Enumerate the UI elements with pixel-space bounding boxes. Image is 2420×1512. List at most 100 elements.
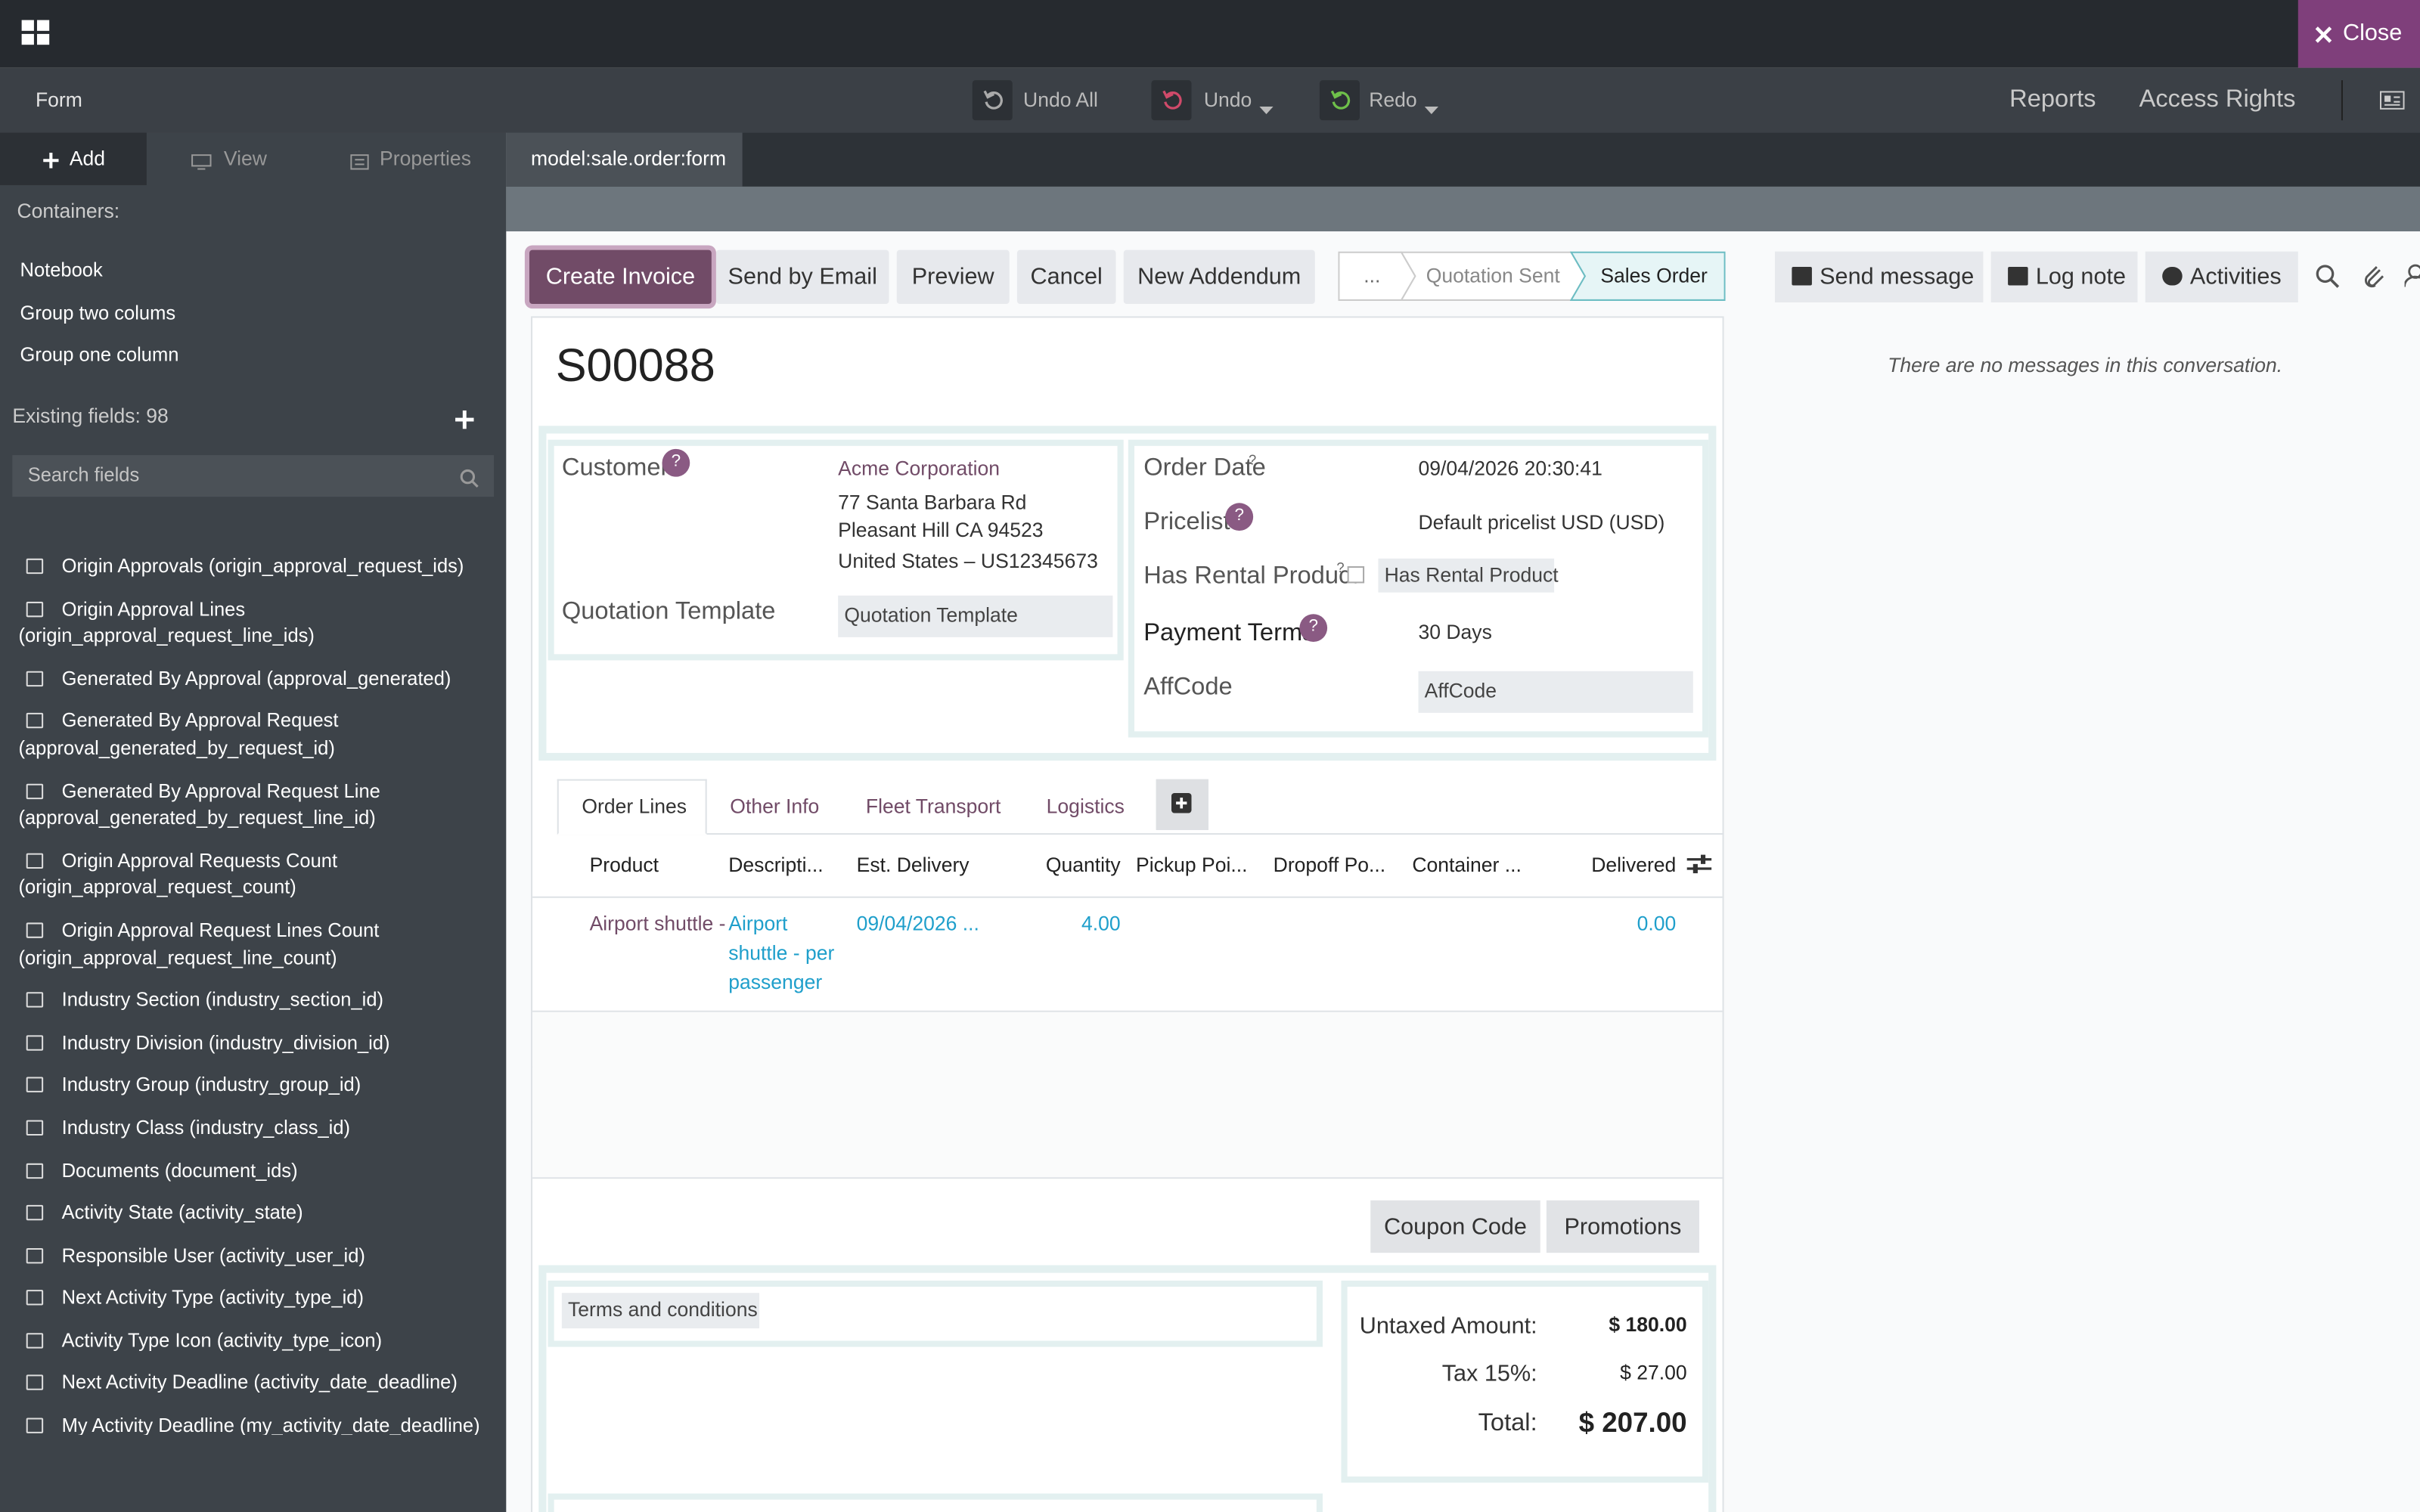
field-item[interactable]: Next Activity Type (activity_type_id) [0, 1278, 482, 1320]
action-label[interactable]: Send by Email [728, 262, 877, 290]
redo-button[interactable]: Redo [1369, 88, 1417, 111]
redo-icon-box[interactable] [1319, 80, 1360, 121]
notebook-tab[interactable]: Order Lines [582, 794, 687, 818]
checkbox[interactable] [1347, 565, 1365, 584]
help-mark[interactable]: ? [1308, 617, 1318, 637]
action-label[interactable]: New Addendum [1137, 262, 1302, 290]
input-placeholder[interactable]: Quotation Template [844, 603, 1018, 627]
field-item[interactable]: Industry Section (industry_section_id) [0, 980, 482, 1022]
search-placeholder[interactable]: Search fields [27, 464, 140, 487]
notebook-tab[interactable]: Logistics [1046, 794, 1125, 818]
action-button[interactable] [715, 249, 889, 305]
close-label[interactable]: Close [2342, 19, 2403, 46]
line-button[interactable] [1546, 1200, 1699, 1253]
sidebar-tab[interactable]: Add [69, 146, 106, 170]
field-item[interactable]: Origin Approval Request Lines Count (ori… [18, 919, 380, 968]
editor-tab-label[interactable]: model:sale.order:form [531, 146, 727, 170]
customer-link[interactable]: Acme Corporation [838, 456, 1001, 480]
field-item[interactable]: Activity State (activity_state) [0, 1193, 482, 1235]
input[interactable] [838, 595, 1113, 637]
undo_all-icon-box[interactable] [972, 80, 1013, 121]
action-label[interactable]: Cancel [1030, 262, 1103, 290]
chatter-button-label[interactable]: Activities [2189, 262, 2282, 290]
help-icon[interactable]: ? [1225, 503, 1254, 531]
editor-tab[interactable] [506, 132, 743, 187]
sidebar-tab[interactable]: View [223, 146, 267, 170]
field-item[interactable]: Next Activity Deadline (activity_date_de… [0, 1363, 482, 1405]
field-item[interactable]: Responsible User (activity_user_id) [0, 1235, 482, 1278]
access-rights-link[interactable]: Access Rights [2139, 85, 2296, 113]
field-item[interactable]: Generated By Approval (approval_generate… [0, 658, 482, 701]
field-item[interactable]: Generated By Approval Request (approval_… [18, 710, 339, 760]
action-label[interactable]: Create Invoice [545, 262, 696, 290]
input[interactable] [561, 1293, 760, 1329]
field-item[interactable]: Origin Approval Requests Count (origin_a… [18, 849, 338, 899]
field-item[interactable]: Documents (document_ids) [0, 1150, 482, 1192]
line-button-label[interactable]: Coupon Code [1384, 1213, 1527, 1240]
help-mark[interactable]: ? [1234, 506, 1245, 525]
undo-button[interactable]: Undo [1203, 88, 1252, 111]
status-step[interactable]: ... [1364, 263, 1381, 287]
column-header[interactable]: Pickup Poi... [1136, 853, 1248, 876]
field-label: Has Rental Product [1143, 562, 1358, 590]
cell[interactable]: Airport shuttle - [589, 911, 726, 935]
status-step-active[interactable]: Sales Order [1600, 263, 1708, 287]
notebook-tab[interactable]: Fleet Transport [865, 794, 1001, 818]
field-value[interactable]: Default pricelist USD (USD) [1418, 510, 1665, 534]
action-button[interactable] [1016, 249, 1116, 305]
sidebar-tab-active[interactable] [0, 132, 147, 185]
line-button[interactable] [1370, 1200, 1540, 1253]
container-item[interactable]: Notebook [20, 259, 103, 281]
input-placeholder[interactable]: Has Rental Product [1384, 562, 1559, 587]
cell[interactable]: 09/04/2026 ... [856, 911, 979, 935]
column-header[interactable]: Est. Delivery [856, 853, 970, 876]
column-header[interactable]: Delivered [1591, 853, 1677, 876]
help-icon[interactable]: ? [1299, 614, 1328, 642]
status-step[interactable]: Quotation Sent [1426, 263, 1560, 287]
field-item[interactable]: Activity Type Icon (activity_type_icon) [0, 1321, 482, 1363]
field-value[interactable]: 09/04/2026 20:30:41 [1418, 456, 1602, 480]
search-icon [460, 467, 479, 488]
action-button[interactable] [1123, 249, 1315, 305]
field-item[interactable]: Generated By Approval Request Line (appr… [18, 779, 380, 829]
column-header[interactable]: Container ... [1412, 853, 1522, 876]
help-mark[interactable]: ? [671, 452, 681, 472]
cell[interactable]: Airport shuttle - per passenger [728, 912, 835, 994]
cell[interactable]: 4.00 [1081, 911, 1121, 935]
action-button[interactable] [896, 249, 1010, 305]
field-item[interactable]: My Activity Deadline (my_activity_date_d… [0, 1405, 482, 1435]
notebook-tab-active[interactable] [557, 779, 707, 835]
action-label[interactable]: Preview [911, 262, 994, 290]
line-button-label[interactable]: Promotions [1564, 1213, 1682, 1240]
reports-link[interactable]: Reports [2009, 85, 2096, 113]
input-placeholder[interactable]: AffCode [1424, 678, 1497, 702]
help-icon[interactable]: ? [662, 448, 690, 477]
cell[interactable]: 0.00 [1637, 911, 1677, 935]
field-item[interactable]: Industry Group (industry_group_id) [0, 1065, 482, 1108]
chatter-button-label[interactable]: Log note [2035, 262, 2127, 290]
column-header[interactable]: Descripti... [728, 853, 824, 876]
undo-icon-box[interactable] [1151, 80, 1192, 121]
chatter-button-label[interactable]: Send message [1820, 262, 1975, 290]
field-item[interactable]: Industry Division (industry_division_id) [0, 1022, 482, 1064]
field-item[interactable]: Origin Approvals (origin_approval_reques… [0, 546, 482, 588]
field-item[interactable]: Industry Class (industry_class_id) [0, 1108, 482, 1150]
help-superscript[interactable]: ? [1249, 451, 1257, 467]
notebook-tab[interactable]: Other Info [730, 794, 820, 818]
container-item[interactable]: Group two colums [20, 302, 176, 324]
column-header[interactable]: Product [589, 853, 659, 876]
input-placeholder[interactable]: Terms and conditions [568, 1297, 758, 1321]
column-header[interactable]: Quantity [1045, 853, 1121, 876]
field-item[interactable]: Origin Approval Lines (origin_approval_r… [18, 598, 315, 647]
column-header[interactable]: Dropoff Po... [1273, 853, 1386, 876]
field-value[interactable]: 30 Days [1418, 620, 1492, 643]
close-button[interactable] [2297, 0, 2420, 68]
input[interactable] [1378, 558, 1555, 593]
input[interactable] [1418, 671, 1693, 713]
sidebar-tab[interactable]: Properties [380, 146, 471, 170]
search-box[interactable] [12, 455, 495, 497]
undo_all-button[interactable]: Undo All [1023, 88, 1098, 111]
container-item[interactable]: Group one column [20, 344, 179, 367]
help-superscript[interactable]: ? [1336, 559, 1345, 575]
action-button[interactable] [529, 249, 712, 305]
